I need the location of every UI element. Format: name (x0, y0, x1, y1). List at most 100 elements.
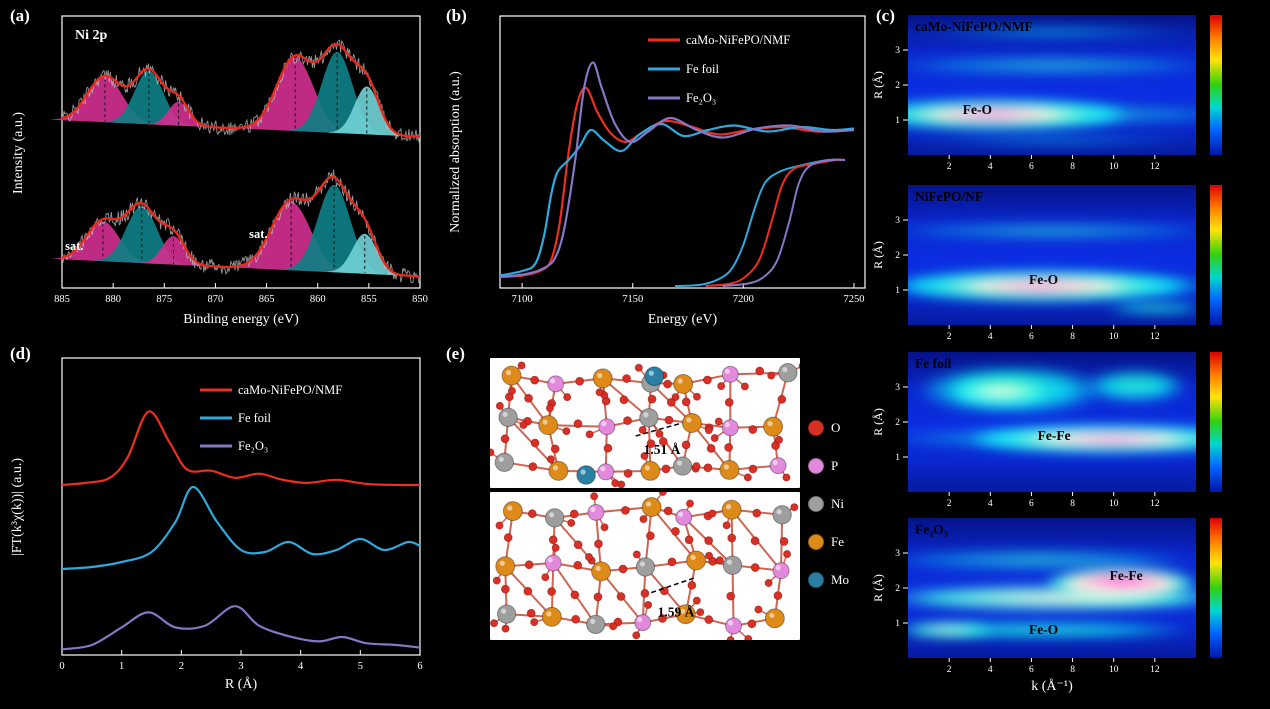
oxygen-atom (692, 392, 701, 401)
panel-label-e: (e) (446, 344, 465, 363)
satellite-label: sat. (65, 239, 83, 253)
atom-legend-swatch (808, 534, 824, 550)
oxygen-atom (775, 435, 784, 444)
mo-atom (644, 366, 665, 387)
wt-intensity-blob (908, 132, 1196, 147)
exafs-xlabel: R (Å) (224, 677, 258, 692)
panel-label-a: (a) (10, 6, 30, 25)
oxygen-atom (571, 614, 581, 624)
atom-highlight (502, 411, 508, 417)
oxygen-atom (658, 492, 667, 496)
fe-atom (641, 497, 662, 518)
atom-legend-swatch (808, 458, 824, 474)
oxygen-atom (632, 550, 641, 559)
oxygen-atom (593, 592, 603, 602)
exafs-series-purple (61, 605, 421, 651)
oxygen-atom (671, 393, 680, 402)
y-tick-label: 1 (895, 453, 900, 463)
p-atom (587, 503, 605, 521)
xps-ylabel: Intensity (a.u.) (11, 111, 26, 195)
oxygen-atom (603, 443, 613, 453)
oxygen-atom (623, 416, 632, 426)
xps-xlabel: Binding energy (eV) (183, 312, 299, 327)
oxygen-atom (530, 618, 539, 627)
wt-sample-name: Fe foil (915, 356, 952, 371)
oxygen-atom (646, 439, 656, 449)
atom-highlight (601, 421, 607, 427)
wt-ylabel: R (Å) (871, 574, 885, 602)
oxygen-atom (782, 473, 791, 482)
oxygen-atom (752, 508, 762, 518)
x-tick-label: 4 (988, 665, 993, 675)
oxygen-atom (685, 499, 694, 508)
x-tick-label: 7250 (843, 294, 864, 305)
atom-highlight (678, 511, 684, 517)
oxygen-atom (573, 560, 583, 570)
x-tick-label: 8 (1070, 162, 1075, 172)
wt-intensity-blob (939, 422, 1196, 456)
oxygen-atom (547, 587, 557, 596)
atom-highlight (600, 466, 606, 472)
oxygen-atom (790, 503, 799, 512)
y-tick-label: 1 (895, 286, 900, 296)
bond-length-label: 1.51 Å (644, 442, 681, 457)
x-tick-label: 870 (208, 294, 224, 305)
wt-intensity-blob (908, 621, 1006, 639)
oxygen-atom (724, 443, 734, 452)
fit-envelope (61, 42, 421, 138)
atom-highlight (769, 612, 775, 618)
oxygen-atom (724, 397, 734, 407)
atom-highlight (580, 469, 586, 475)
oxygen-atom (622, 374, 631, 383)
atom-highlight (724, 422, 730, 428)
y-tick-label: 3 (895, 549, 900, 559)
atom-highlight (552, 465, 559, 471)
oxygen-atom (706, 444, 716, 453)
oxygen-atom (655, 429, 664, 438)
panel-label-c: (c) (876, 6, 895, 25)
wt-intensity-blob (908, 266, 1196, 305)
oxygen-atom (570, 590, 580, 600)
atom-highlight (772, 459, 778, 466)
atom-highlight (590, 618, 596, 624)
atom-highlight (637, 616, 643, 623)
atom-highlight (547, 557, 553, 563)
xanes-series-purple (499, 61, 854, 279)
atom-highlight (724, 368, 730, 374)
x-tick-label: 6 (417, 661, 422, 672)
oxygen-atom (500, 434, 510, 444)
oxygen-atom (528, 462, 538, 472)
x-tick-label: 3 (238, 661, 243, 672)
mo-atom (576, 465, 596, 485)
panel-d-exafs: 0 1 2 3 4 5 6 caMo-NiFePO/NMF Fe foil Fe₂O₃ R (Å)… (0, 340, 435, 709)
atom-highlight (507, 505, 513, 511)
atom-highlight (505, 369, 512, 376)
oxygen-atom (764, 579, 773, 588)
wt-ylabel: R (Å) (871, 71, 885, 99)
fe-atom (763, 416, 784, 437)
oxygen-atom (523, 586, 533, 596)
oxygen-atom (754, 605, 763, 614)
x-tick-label: 6 (1029, 665, 1034, 675)
oxygen-atom (743, 473, 752, 482)
atom-highlight (595, 565, 601, 571)
oxygen-atom (748, 425, 758, 434)
oxygen-atom (632, 631, 641, 640)
wt-intensity-blob (1028, 562, 1196, 605)
ni-atom (496, 604, 517, 624)
wt-sample-name: caMo-NiFePO/NMF (915, 19, 1033, 34)
p-atom (721, 419, 739, 437)
exafs-chart: 0 1 2 3 4 5 6 caMo-NiFePO/NMF Fe foil Fe₂O₃ (59, 357, 423, 672)
y-tick-label: 3 (895, 216, 900, 226)
y-tick-label: 3 (895, 46, 900, 56)
ni-atom (586, 614, 606, 635)
exafs-series-red (61, 410, 421, 487)
oxygen-atom (715, 556, 724, 565)
atom-legend-swatch (808, 496, 824, 512)
fe-atom (502, 501, 523, 522)
oxygen-atom (527, 509, 537, 519)
oxygen-atom (524, 560, 534, 570)
oxygen-atom (696, 608, 705, 617)
